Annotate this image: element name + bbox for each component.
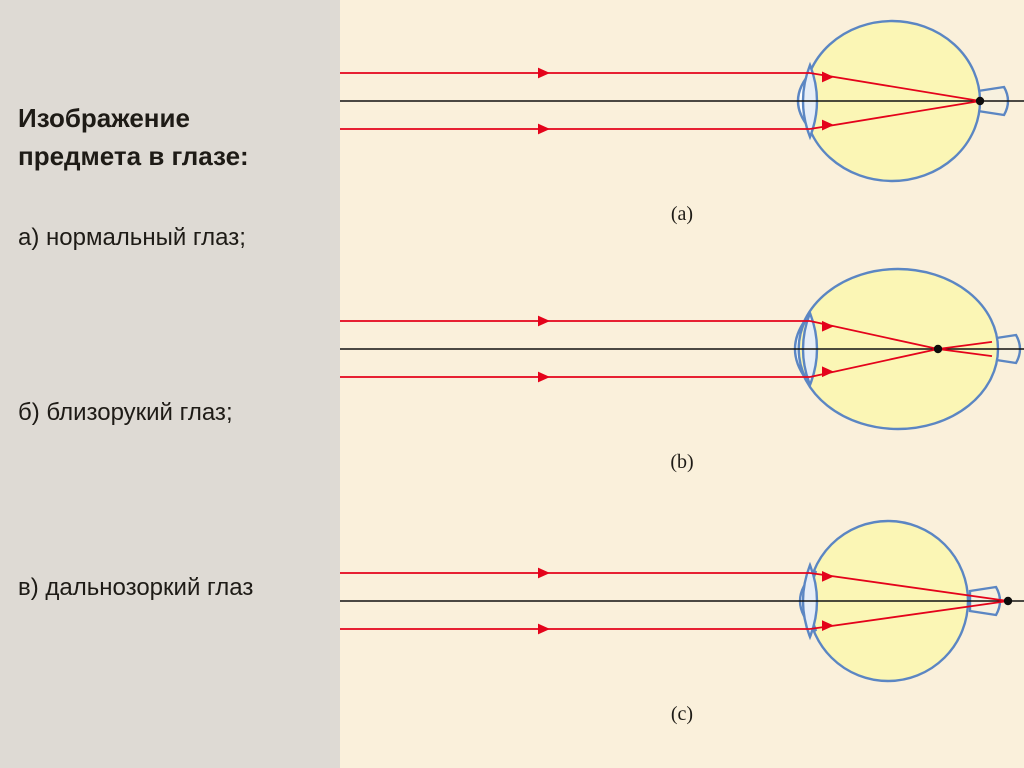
diagram-panel: (a) (b) (c) [340, 0, 1024, 768]
diagram-a-normal-eye: (a) [340, 8, 1024, 238]
diagram-c-hyperopic-eye: (c) [340, 508, 1024, 738]
heading-line1: Изображение [18, 103, 190, 133]
item-c: в) дальнозоркий глаз [18, 571, 326, 606]
caption-c: (c) [340, 703, 1024, 726]
item-a: а) нормальный глаз; [18, 221, 326, 256]
heading: Изображение предмета в глазе: [18, 100, 326, 175]
caption-b: (b) [340, 451, 1024, 474]
svg-normal-eye [340, 8, 1024, 194]
heading-line2: предмета в глазе: [18, 141, 249, 171]
svg-hyperopic-eye [340, 508, 1024, 694]
svg-myopic-eye [340, 256, 1024, 442]
diagram-b-myopic-eye: (b) [340, 256, 1024, 486]
item-b: б) близорукий глаз; [18, 396, 326, 431]
caption-a: (a) [340, 203, 1024, 226]
text-panel: Изображение предмета в глазе: а) нормаль… [0, 0, 340, 768]
